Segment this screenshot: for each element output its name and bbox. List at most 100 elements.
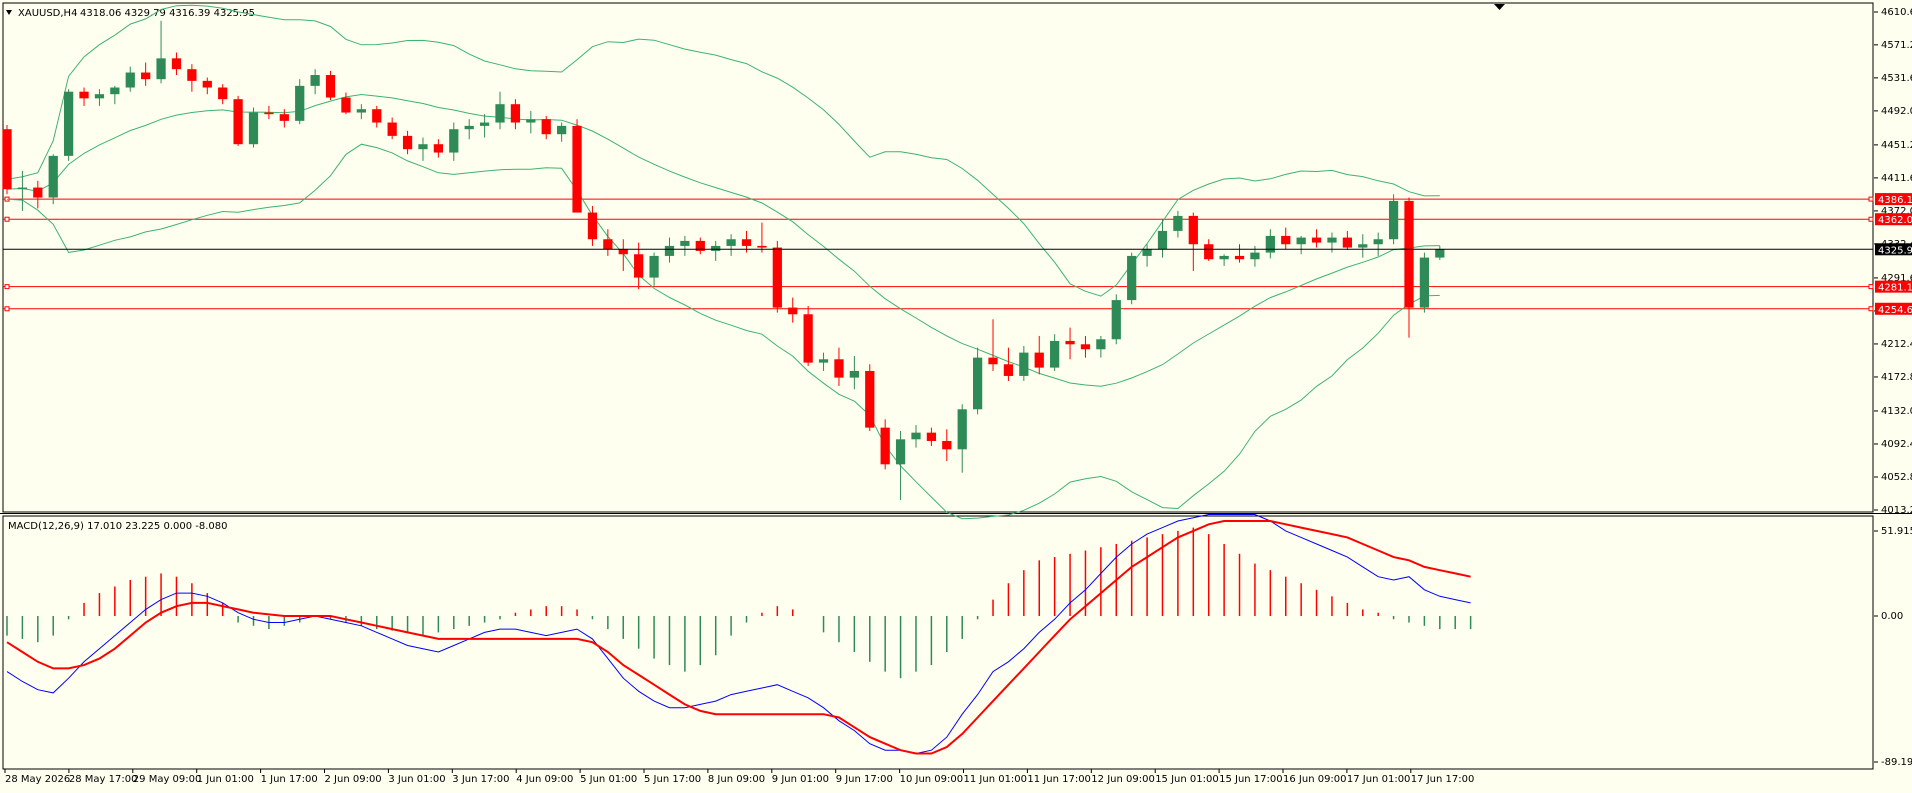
bull-candle[interactable] bbox=[1111, 300, 1121, 340]
bear-candle[interactable] bbox=[510, 104, 521, 123]
bull-candle[interactable] bbox=[711, 245, 721, 251]
bull-candle[interactable] bbox=[94, 94, 105, 99]
level-right-handle[interactable] bbox=[1868, 196, 1874, 202]
bear-candle[interactable] bbox=[1281, 235, 1291, 245]
bull-candle[interactable] bbox=[479, 122, 490, 126]
bull-candle[interactable] bbox=[64, 91, 74, 156]
bull-candle[interactable] bbox=[1265, 235, 1275, 253]
bull-candle[interactable] bbox=[1142, 249, 1152, 256]
bull-candle[interactable] bbox=[1373, 239, 1383, 245]
level-right-handle[interactable] bbox=[1868, 306, 1874, 312]
bear-candle[interactable] bbox=[942, 440, 952, 450]
bear-candle[interactable] bbox=[757, 245, 767, 248]
bear-candle[interactable] bbox=[741, 239, 752, 246]
bear-candle[interactable] bbox=[433, 144, 444, 153]
chart-shift-marker-icon[interactable] bbox=[1494, 4, 1505, 10]
bear-candle[interactable] bbox=[834, 359, 844, 378]
bull-candle[interactable] bbox=[1358, 244, 1368, 248]
bear-candle[interactable] bbox=[634, 254, 644, 278]
bull-candle[interactable] bbox=[1127, 255, 1137, 301]
bear-candle[interactable] bbox=[1188, 215, 1198, 245]
bear-candle[interactable] bbox=[603, 239, 613, 250]
bear-candle[interactable] bbox=[541, 119, 551, 135]
bull-candle[interactable] bbox=[526, 119, 536, 123]
bear-candle[interactable] bbox=[264, 112, 274, 115]
bear-candle[interactable] bbox=[233, 99, 243, 145]
bull-candle[interactable] bbox=[1219, 255, 1229, 260]
bear-candle[interactable] bbox=[1034, 352, 1044, 368]
bull-candle[interactable] bbox=[110, 87, 120, 95]
bull-candle[interactable] bbox=[449, 129, 459, 153]
bear-candle[interactable] bbox=[387, 122, 397, 136]
bear-candle[interactable] bbox=[218, 87, 228, 100]
bull-candle[interactable] bbox=[1419, 257, 1430, 308]
bear-candle[interactable] bbox=[141, 72, 151, 80]
bear-candle[interactable] bbox=[803, 314, 813, 363]
level-left-handle[interactable] bbox=[4, 284, 10, 290]
level-right-handle[interactable] bbox=[1868, 284, 1874, 290]
horizontal-levels[interactable]: 4386.15 4362.01 4281.15 4254.60 bbox=[3, 193, 1912, 316]
bull-candle[interactable] bbox=[911, 432, 921, 440]
bear-candle[interactable] bbox=[279, 114, 289, 121]
bear-candle[interactable] bbox=[926, 432, 937, 441]
bear-candle[interactable] bbox=[572, 125, 582, 213]
bear-candle[interactable] bbox=[587, 212, 598, 240]
bull-candle[interactable] bbox=[1327, 237, 1337, 243]
bull-candle[interactable] bbox=[356, 109, 366, 113]
level-left-handle[interactable] bbox=[4, 306, 10, 312]
bull-candle[interactable] bbox=[1096, 339, 1106, 350]
bull-candle[interactable] bbox=[680, 240, 690, 246]
bull-candle[interactable] bbox=[849, 370, 859, 378]
bull-candle[interactable] bbox=[1050, 340, 1060, 368]
bear-candle[interactable] bbox=[2, 129, 12, 190]
bull-candle[interactable] bbox=[48, 155, 58, 198]
dropdown-triangle-icon[interactable] bbox=[6, 10, 12, 15]
bear-candle[interactable] bbox=[880, 427, 890, 465]
bull-candle[interactable] bbox=[1435, 249, 1445, 258]
bear-candle[interactable] bbox=[372, 109, 382, 123]
bull-candle[interactable] bbox=[1250, 252, 1260, 260]
bull-candle[interactable] bbox=[248, 112, 259, 145]
bull-candle[interactable] bbox=[1173, 215, 1183, 231]
bull-candle[interactable] bbox=[464, 125, 474, 130]
bear-candle[interactable] bbox=[772, 247, 782, 308]
bear-candle[interactable] bbox=[79, 91, 89, 99]
bull-candle[interactable] bbox=[557, 125, 567, 135]
bull-candle[interactable] bbox=[972, 357, 983, 410]
bear-candle[interactable] bbox=[1204, 244, 1214, 260]
bull-candle[interactable] bbox=[156, 58, 166, 80]
bull-candle[interactable] bbox=[1019, 352, 1029, 376]
bear-candle[interactable] bbox=[1065, 340, 1075, 345]
bull-candle[interactable] bbox=[818, 359, 829, 363]
level-right-handle[interactable] bbox=[1868, 216, 1874, 222]
bull-candle[interactable] bbox=[1388, 200, 1399, 240]
bear-candle[interactable] bbox=[618, 249, 628, 255]
bull-candle[interactable] bbox=[17, 187, 28, 190]
bull-candle[interactable] bbox=[495, 104, 505, 123]
bear-candle[interactable] bbox=[402, 135, 413, 150]
bear-candle[interactable] bbox=[187, 69, 197, 81]
bear-candle[interactable] bbox=[1003, 364, 1014, 376]
bear-candle[interactable] bbox=[788, 307, 798, 315]
bull-candle[interactable] bbox=[726, 239, 736, 246]
level-left-handle[interactable] bbox=[4, 216, 10, 222]
candles[interactable] bbox=[2, 20, 1445, 501]
bear-candle[interactable] bbox=[695, 240, 705, 251]
bull-candle[interactable] bbox=[125, 72, 135, 88]
bear-candle[interactable] bbox=[1234, 255, 1245, 260]
bull-candle[interactable] bbox=[295, 85, 305, 121]
bull-candle[interactable] bbox=[1296, 237, 1306, 245]
bear-candle[interactable] bbox=[202, 80, 212, 88]
bear-candle[interactable] bbox=[33, 187, 43, 198]
bear-candle[interactable] bbox=[1080, 344, 1091, 350]
bear-candle[interactable] bbox=[341, 97, 351, 113]
bull-candle[interactable] bbox=[649, 255, 659, 278]
bear-candle[interactable] bbox=[865, 370, 875, 428]
bull-candle[interactable] bbox=[1157, 230, 1168, 250]
bear-candle[interactable] bbox=[1311, 237, 1322, 243]
bull-candle[interactable] bbox=[418, 144, 428, 150]
bear-candle[interactable] bbox=[1342, 237, 1352, 248]
bull-candle[interactable] bbox=[310, 75, 320, 86]
bear-candle[interactable] bbox=[988, 357, 998, 365]
